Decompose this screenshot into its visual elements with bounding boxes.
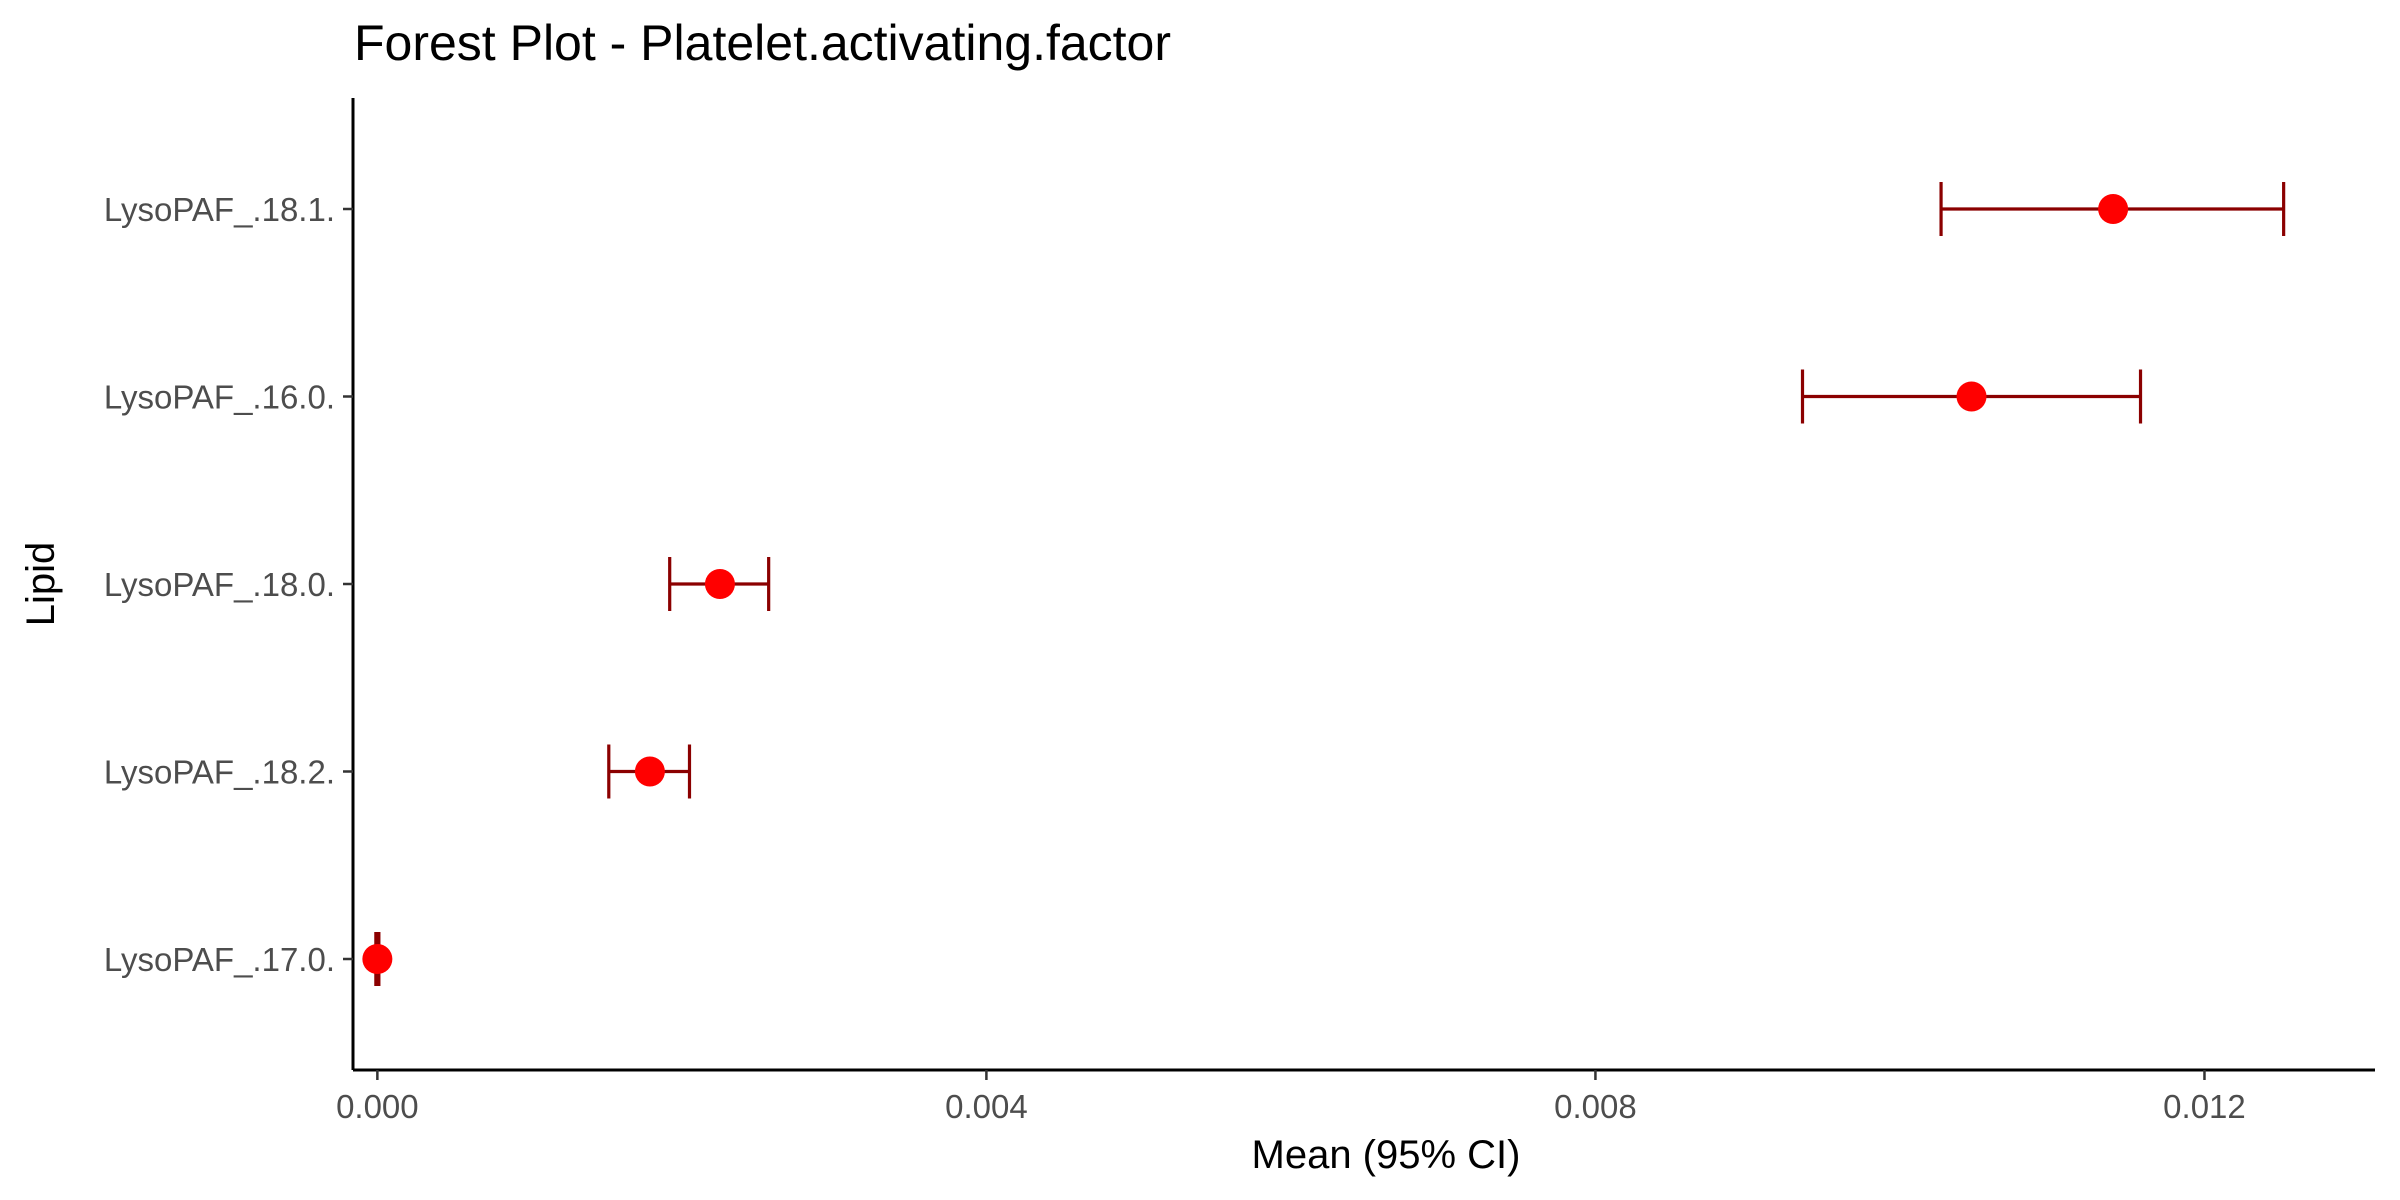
mean-point bbox=[1956, 381, 1987, 412]
y-tick-label: LysoPAF_.17.0. bbox=[104, 941, 335, 978]
x-tick-label: 0.012 bbox=[2163, 1088, 2246, 1125]
chart-title: Forest Plot - Platelet.activating.factor bbox=[354, 15, 1171, 71]
x-axis-title: Mean (95% CI) bbox=[1252, 1133, 1521, 1177]
x-tick-label: 0.004 bbox=[945, 1088, 1028, 1125]
mean-point bbox=[704, 569, 735, 599]
y-tick-label: LysoPAF_.18.1. bbox=[104, 191, 335, 228]
mean-point bbox=[634, 756, 665, 787]
x-tick-label: 0.000 bbox=[336, 1088, 419, 1125]
y-axis-title: Lipid bbox=[19, 542, 63, 627]
y-tick-label: LysoPAF_.16.0. bbox=[104, 379, 335, 416]
mean-point bbox=[362, 944, 393, 974]
plot-area: 0.000 0.004 0.008 0.012 LysoPAF_.18.1. LysoPA… bbox=[104, 98, 2375, 1125]
mean-point bbox=[2098, 194, 2129, 224]
x-tick-label: 0.008 bbox=[1554, 1088, 1637, 1125]
y-tick-label: LysoPAF_.18.2. bbox=[104, 754, 335, 791]
y-tick-label: LysoPAF_.18.0. bbox=[104, 566, 335, 603]
